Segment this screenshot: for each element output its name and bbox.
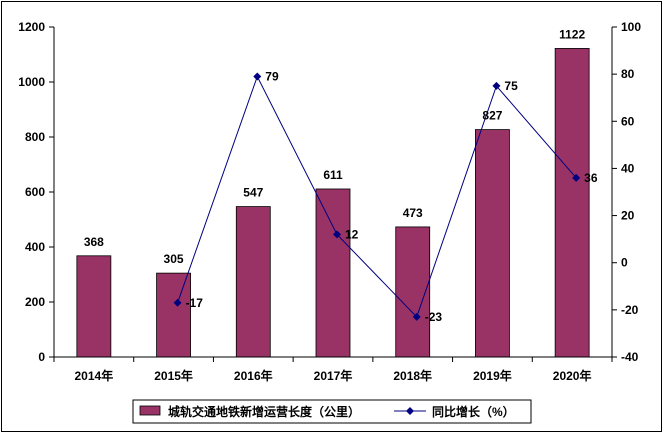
legend: 城轨交通地铁新增运营长度（公里） 同比增长（%） [132,399,532,424]
growth-value-label-4: -23 [425,310,443,324]
bar-2 [235,206,271,358]
growth-marker-1 [173,298,182,307]
right-tick-label-5: 60 [621,114,635,128]
x-tick-label-5: 2019年 [473,368,512,383]
right-tick-label-4: 40 [621,161,635,175]
growth-marker-2 [253,72,262,81]
line-series [173,72,581,321]
bar-4 [395,226,431,358]
right-tick-label-1: -20 [621,303,639,317]
legend-bar-label: 城轨交通地铁新增运营长度（公里） [168,404,360,419]
bar-0 [76,255,112,358]
x-tick-label-1: 2015年 [154,368,193,383]
bar-6 [554,48,590,358]
legend-bar-swatch [139,405,161,416]
bar-value-label-2: 547 [243,186,263,200]
axes: 0 200 400 600 800 1000 1200 -40 -20 0 20 40 60 80 100 2… [18,20,641,383]
legend-box [132,399,532,424]
bar-series [76,48,590,358]
x-tick-label-4: 2018年 [393,368,432,383]
bar-value-label-5: 827 [482,109,502,123]
bar-value-label-6: 1122 [559,27,585,41]
left-tick-label-4: 800 [25,130,45,144]
growth-marker-4 [412,312,421,321]
data-labels: 368 305 547 611 473 827 1122 -17 79 12 -23 75 36 [84,27,598,323]
right-tick-label-6: 80 [621,67,635,81]
bar-value-label-1: 305 [164,252,184,266]
growth-marker-5 [492,81,501,90]
growth-line [177,75,577,318]
growth-value-label-6: 36 [584,171,598,185]
legend-line-label: 同比增长（%） [432,404,515,419]
growth-value-label-1: -17 [186,296,204,310]
left-tick-label-0: 0 [38,350,45,364]
bar-value-label-0: 368 [84,235,104,249]
growth-value-label-3: 12 [345,227,359,241]
bar-5 [475,129,510,358]
x-tick-label-6: 2020年 [553,368,592,383]
bar-3 [315,188,351,358]
legend-line-marker [406,407,414,415]
left-tick-label-1: 200 [25,295,45,309]
right-tick-label-0: -40 [621,350,639,364]
growth-marker-3 [333,230,341,239]
growth-value-label-2: 79 [265,70,279,84]
right-tick-label-2: 0 [621,256,628,270]
x-tick-label-2: 2016年 [234,368,273,383]
left-tick-label-2: 400 [25,240,45,254]
x-tick-label-0: 2014年 [75,368,114,383]
bar-value-label-3: 611 [323,168,343,182]
bar-1 [156,272,191,358]
bar-value-label-4: 473 [403,206,423,220]
right-tick-label-7: 100 [621,20,641,34]
right-tick-label-3: 20 [621,209,635,223]
x-tick-label-3: 2017年 [314,368,353,383]
growth-value-label-5: 75 [504,79,518,93]
left-tick-label-5: 1000 [18,75,45,89]
left-tick-label-3: 600 [25,185,45,199]
left-tick-label-6: 1200 [18,20,45,34]
growth-marker-6 [572,173,581,182]
